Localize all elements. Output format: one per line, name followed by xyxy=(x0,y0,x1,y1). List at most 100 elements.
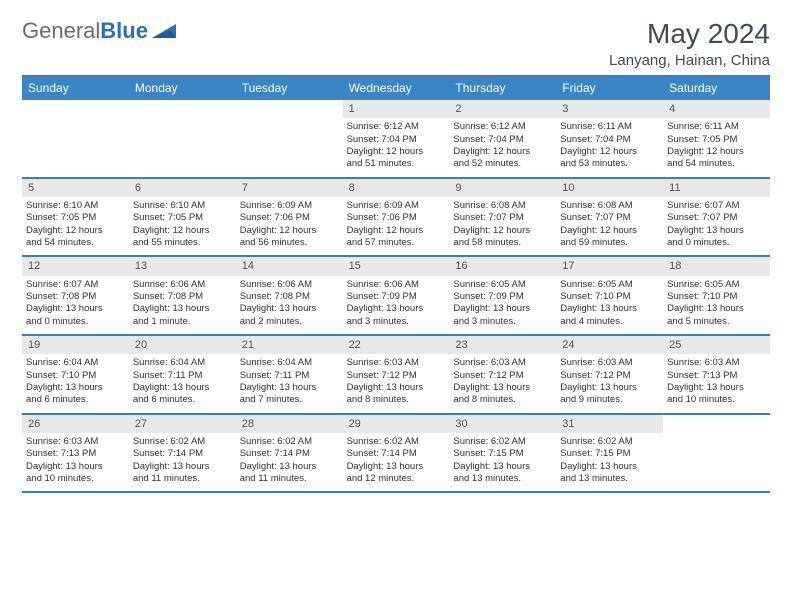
daylight-text: and 3 minutes. xyxy=(453,316,552,328)
day-name: Monday xyxy=(129,77,236,100)
day-number: 22 xyxy=(343,336,450,354)
daylight-text: and 11 minutes. xyxy=(133,473,232,485)
sunset-text: Sunset: 7:04 PM xyxy=(347,134,446,146)
day-number: 18 xyxy=(663,257,770,275)
daylight-text: Daylight: 12 hours xyxy=(133,225,232,237)
day-number: 27 xyxy=(129,415,236,433)
sunrise-text: Sunrise: 6:09 AM xyxy=(347,200,446,212)
sunrise-text: Sunrise: 6:03 AM xyxy=(560,357,659,369)
daylight-text: Daylight: 12 hours xyxy=(347,146,446,158)
day-number: 15 xyxy=(343,257,450,275)
sunset-text: Sunset: 7:15 PM xyxy=(453,448,552,460)
logo-text-grey: General xyxy=(22,18,100,44)
sunset-text: Sunset: 7:04 PM xyxy=(453,134,552,146)
daylight-text: and 10 minutes. xyxy=(667,394,766,406)
logo-text-blue: Blue xyxy=(100,18,148,44)
sunset-text: Sunset: 7:10 PM xyxy=(560,291,659,303)
daylight-text: Daylight: 13 hours xyxy=(240,303,339,315)
daylight-text: Daylight: 13 hours xyxy=(26,303,125,315)
calendar: SundayMondayTuesdayWednesdayThursdayFrid… xyxy=(22,75,770,493)
week-row: 5Sunrise: 6:10 AMSunset: 7:05 PMDaylight… xyxy=(22,179,770,258)
daylight-text: Daylight: 12 hours xyxy=(560,146,659,158)
sunrise-text: Sunrise: 6:08 AM xyxy=(560,200,659,212)
sunset-text: Sunset: 7:12 PM xyxy=(453,370,552,382)
day-cell: 23 Sunrise: 6:03 AMSunset: 7:12 PMDayligh… xyxy=(449,336,556,413)
sunrise-text: Sunrise: 6:12 AM xyxy=(347,121,446,133)
day-cell: . xyxy=(663,415,770,492)
daylight-text: Daylight: 13 hours xyxy=(240,382,339,394)
day-cell: 26Sunrise: 6:03 AMSunset: 7:13 PMDayligh… xyxy=(22,415,129,492)
sunrise-text: Sunrise: 6:02 AM xyxy=(560,436,659,448)
daylight-text: and 0 minutes. xyxy=(26,316,125,328)
daylight-text: Daylight: 13 hours xyxy=(347,461,446,473)
weeks-container: ...1Sunrise: 6:12 AMSunset: 7:04 PMDayli… xyxy=(22,100,770,493)
day-cell: 25Sunrise: 6:03 AMSunset: 7:13 PMDayligh… xyxy=(663,336,770,413)
week-row: 19Sunrise: 6:04 AMSunset: 7:10 PMDayligh… xyxy=(22,336,770,415)
week-row: 26Sunrise: 6:03 AMSunset: 7:13 PMDayligh… xyxy=(22,415,770,494)
daylight-text: Daylight: 13 hours xyxy=(453,382,552,394)
sunrise-text: Sunrise: 6:10 AM xyxy=(133,200,232,212)
daylight-text: and 52 minutes. xyxy=(453,158,552,170)
day-cell: . xyxy=(22,100,129,177)
day-cell: 18Sunrise: 6:05 AMSunset: 7:10 PMDayligh… xyxy=(663,257,770,334)
day-cell: 2Sunrise: 6:12 AMSunset: 7:04 PMDaylight… xyxy=(449,100,556,177)
day-number: 23 xyxy=(449,336,556,354)
sunrise-text: Sunrise: 6:02 AM xyxy=(133,436,232,448)
day-cell: 27Sunrise: 6:02 AMSunset: 7:14 PMDayligh… xyxy=(129,415,236,492)
day-number: 19 xyxy=(22,336,129,354)
month-title: May 2024 xyxy=(609,18,770,50)
logo: GeneralBlue xyxy=(22,18,178,44)
sunrise-text: Sunrise: 6:03 AM xyxy=(453,357,552,369)
day-cell: 21Sunrise: 6:04 AMSunset: 7:11 PMDayligh… xyxy=(236,336,343,413)
day-number: 9 xyxy=(449,179,556,197)
daylight-text: and 12 minutes. xyxy=(347,473,446,485)
sunrise-text: Sunrise: 6:02 AM xyxy=(347,436,446,448)
daylight-text: and 13 minutes. xyxy=(560,473,659,485)
sunrise-text: Sunrise: 6:06 AM xyxy=(240,279,339,291)
sunset-text: Sunset: 7:05 PM xyxy=(133,212,232,224)
daylight-text: and 51 minutes. xyxy=(347,158,446,170)
daylight-text: and 10 minutes. xyxy=(26,473,125,485)
daylight-text: and 6 minutes. xyxy=(133,394,232,406)
day-number: 17 xyxy=(556,257,663,275)
sunrise-text: Sunrise: 6:08 AM xyxy=(453,200,552,212)
daylight-text: Daylight: 13 hours xyxy=(453,303,552,315)
daylight-text: and 54 minutes. xyxy=(26,237,125,249)
sunset-text: Sunset: 7:11 PM xyxy=(133,370,232,382)
day-cell: 17Sunrise: 6:05 AMSunset: 7:10 PMDayligh… xyxy=(556,257,663,334)
day-names-row: SundayMondayTuesdayWednesdayThursdayFrid… xyxy=(22,77,770,100)
day-name: Thursday xyxy=(449,77,556,100)
day-number: 24 xyxy=(556,336,663,354)
daylight-text: Daylight: 13 hours xyxy=(240,461,339,473)
sunrise-text: Sunrise: 6:07 AM xyxy=(26,279,125,291)
sunset-text: Sunset: 7:09 PM xyxy=(347,291,446,303)
sunrise-text: Sunrise: 6:04 AM xyxy=(26,357,125,369)
day-name: Sunday xyxy=(22,77,129,100)
day-number: 29 xyxy=(343,415,450,433)
day-name: Friday xyxy=(556,77,663,100)
day-cell: 24Sunrise: 6:03 AMSunset: 7:12 PMDayligh… xyxy=(556,336,663,413)
daylight-text: Daylight: 12 hours xyxy=(560,225,659,237)
daylight-text: and 57 minutes. xyxy=(347,237,446,249)
sunrise-text: Sunrise: 6:06 AM xyxy=(347,279,446,291)
daylight-text: and 0 minutes. xyxy=(667,237,766,249)
sunrise-text: Sunrise: 6:11 AM xyxy=(667,121,766,133)
daylight-text: and 13 minutes. xyxy=(453,473,552,485)
title-block: May 2024 Lanyang, Hainan, China xyxy=(609,18,770,69)
daylight-text: and 11 minutes. xyxy=(240,473,339,485)
daylight-text: and 4 minutes. xyxy=(560,316,659,328)
location-subtitle: Lanyang, Hainan, China xyxy=(609,52,770,69)
daylight-text: and 55 minutes. xyxy=(133,237,232,249)
day-cell: 31Sunrise: 6:02 AMSunset: 7:15 PMDayligh… xyxy=(556,415,663,492)
day-cell: . xyxy=(236,100,343,177)
day-number: 13 xyxy=(129,257,236,275)
daylight-text: Daylight: 13 hours xyxy=(560,303,659,315)
daylight-text: and 59 minutes. xyxy=(560,237,659,249)
daylight-text: and 7 minutes. xyxy=(240,394,339,406)
day-name: Tuesday xyxy=(236,77,343,100)
day-cell: 15Sunrise: 6:06 AMSunset: 7:09 PMDayligh… xyxy=(343,257,450,334)
day-cell: 10Sunrise: 6:08 AMSunset: 7:07 PMDayligh… xyxy=(556,179,663,256)
day-number: 28 xyxy=(236,415,343,433)
day-number: 6 xyxy=(129,179,236,197)
daylight-text: and 8 minutes. xyxy=(453,394,552,406)
